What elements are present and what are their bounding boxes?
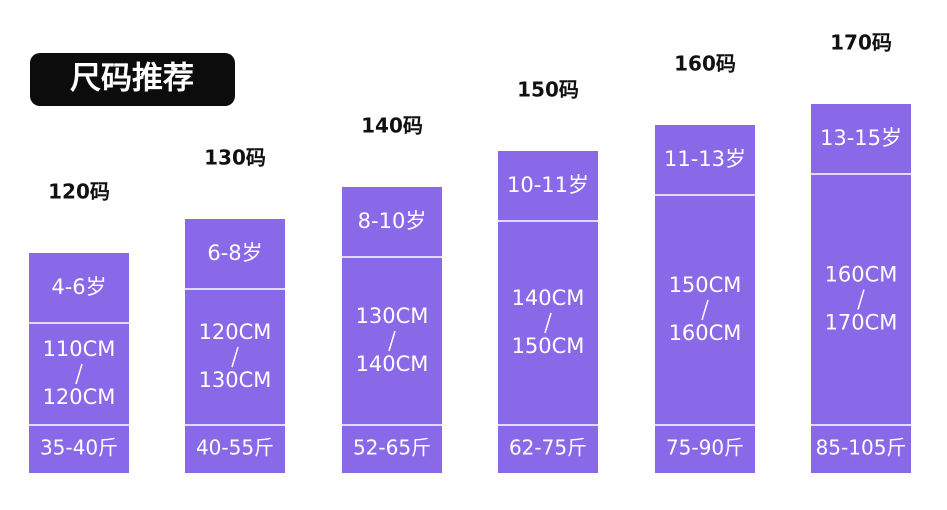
age: 6-8岁 <box>207 241 262 265</box>
size-label: 170码 <box>830 31 892 55</box>
weight: 35-40斤 <box>40 436 118 460</box>
age: 13-15岁 <box>820 126 902 150</box>
age: 10-11岁 <box>507 173 589 197</box>
title: 尺码推荐 <box>70 61 194 97</box>
height-to: 130CM <box>199 368 272 392</box>
weight: 40-55斤 <box>196 436 274 460</box>
height-from: 110CM <box>43 337 116 361</box>
slash <box>388 330 396 352</box>
slash <box>857 289 865 310</box>
height-from: 140CM <box>512 286 585 310</box>
height-from: 150CM <box>669 273 742 297</box>
size-column <box>655 125 755 473</box>
weight: 85-105斤 <box>816 436 907 460</box>
size-label: 130码 <box>204 146 266 170</box>
weight: 52-65斤 <box>353 436 431 460</box>
size-column <box>185 219 285 473</box>
slash <box>231 346 239 368</box>
size-label: 120码 <box>48 180 110 204</box>
age: 11-13岁 <box>664 147 746 171</box>
height-to: 150CM <box>512 334 585 358</box>
height-to: 170CM <box>825 311 898 335</box>
height-from: 160CM <box>825 263 898 287</box>
title-badge <box>30 53 235 106</box>
size-label: 160码 <box>674 52 736 76</box>
size-column <box>811 104 911 473</box>
size-label: 140码 <box>361 114 423 138</box>
height-to: 160CM <box>669 321 742 345</box>
size-column <box>29 253 129 473</box>
height-to: 120CM <box>43 385 116 409</box>
slash <box>701 299 709 321</box>
size-column <box>498 151 598 473</box>
size-label: 150码 <box>517 78 579 102</box>
weight: 75-90斤 <box>666 436 744 460</box>
age: 8-10岁 <box>358 209 427 233</box>
slash <box>544 312 552 334</box>
height-from: 130CM <box>356 304 429 328</box>
weight: 62-75斤 <box>509 436 587 460</box>
height-to: 140CM <box>356 352 429 376</box>
age: 4-6岁 <box>51 275 106 299</box>
height-from: 120CM <box>199 320 272 344</box>
slash <box>75 363 83 385</box>
